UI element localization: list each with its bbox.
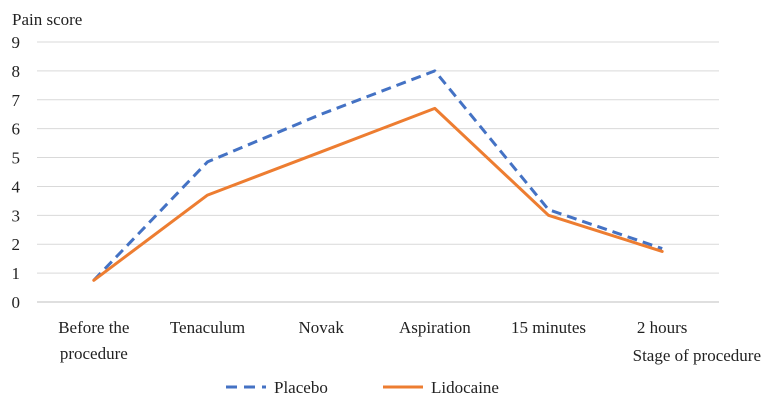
x-axis-label: Stage of procedure bbox=[633, 346, 761, 365]
y-tick-label: 0 bbox=[12, 293, 21, 312]
y-tick-label: 2 bbox=[12, 235, 21, 254]
x-tick-label: Novak bbox=[299, 318, 345, 337]
y-axis-ticks: 0 1 2 3 4 5 6 7 8 9 bbox=[12, 33, 21, 312]
series-line-placebo bbox=[92, 69, 663, 282]
y-tick-label: 5 bbox=[12, 149, 21, 168]
grid bbox=[37, 41, 719, 303]
legend-label-placebo: Placebo bbox=[274, 378, 328, 397]
y-tick-label: 9 bbox=[12, 33, 21, 52]
legend-label-lidocaine: Lidocaine bbox=[431, 378, 499, 397]
series bbox=[92, 69, 664, 282]
x-tick-label: Aspiration bbox=[399, 318, 471, 337]
series-line-lidocaine bbox=[92, 106, 664, 282]
x-tick-label: 2 hours bbox=[637, 318, 688, 337]
y-tick-label: 6 bbox=[12, 120, 21, 139]
y-tick-label: 8 bbox=[12, 62, 21, 81]
x-tick-label: Tenaculum bbox=[170, 318, 245, 337]
legend: Placebo Lidocaine bbox=[226, 378, 499, 397]
y-tick-label: 4 bbox=[12, 177, 21, 196]
y-axis-label: Pain score bbox=[12, 10, 82, 29]
x-tick-label: 15 minutes bbox=[511, 318, 586, 337]
x-axis-ticks: Before the procedure Tenaculum Novak Aspirat… bbox=[58, 318, 687, 363]
y-tick-label: 3 bbox=[12, 206, 21, 225]
x-tick-label: Before the procedure bbox=[58, 318, 129, 363]
y-tick-label: 7 bbox=[12, 91, 21, 110]
y-tick-label: 1 bbox=[12, 264, 21, 283]
